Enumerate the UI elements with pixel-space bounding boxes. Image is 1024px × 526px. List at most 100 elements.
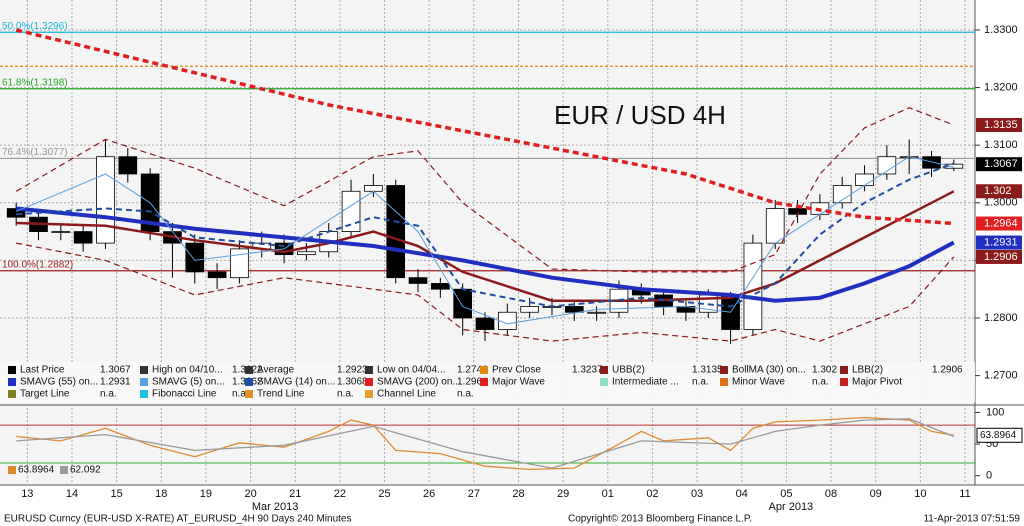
legend-label: SMAVG (55) on...: [20, 377, 98, 388]
price-tag-label: 1.3135: [984, 119, 1018, 131]
level-label: 100.0%(1.2882): [2, 259, 73, 270]
legend-swatch: [245, 378, 253, 386]
legend-value: n.a.: [100, 389, 117, 400]
legend-swatch: [600, 378, 608, 386]
candle-body: [341, 190, 361, 232]
month-label: Mar 2013: [252, 501, 298, 513]
candle-body: [6, 208, 26, 218]
legend-value: 1.2746: [457, 365, 488, 376]
legend-swatch: [60, 466, 68, 474]
y-tick-label: 1.2800: [984, 312, 1018, 324]
x-tick-label: 25: [378, 488, 390, 500]
legend-label: Minor Wave: [732, 377, 785, 388]
candle-body: [564, 306, 584, 313]
candle-body: [743, 242, 763, 330]
y-tick-label: 1.3100: [984, 139, 1018, 151]
x-tick-label: 03: [691, 488, 703, 500]
footer-source: EURUSD Curncy (EUR-USD X-RATE) AT_EURUSD…: [4, 514, 352, 525]
legend-swatch: [720, 366, 728, 374]
candle-body: [520, 306, 539, 313]
legend-label: Fibonacci Line: [152, 389, 217, 400]
legend-swatch: [840, 366, 848, 374]
x-tick-label: 05: [780, 488, 792, 500]
price-tag: [976, 249, 1022, 264]
legend-label: Intermediate ...: [612, 377, 679, 388]
legend-value: 1.3068: [337, 377, 368, 388]
legend-value: 1.2923: [337, 365, 368, 376]
y-tick-label: 1.3300: [984, 24, 1018, 36]
price-tag-label: 1.3067: [984, 158, 1018, 170]
x-tick-label: 26: [423, 488, 435, 500]
legend-value: 1.3237: [572, 365, 603, 376]
legend-swatch: [140, 366, 148, 374]
series-line: [16, 156, 954, 325]
x-tick-label: 14: [66, 488, 78, 500]
legend-swatch: [480, 366, 488, 374]
candle-body: [765, 208, 785, 244]
rsi-value-label: 62.092: [70, 465, 101, 476]
legend-swatch: [245, 390, 253, 398]
candle-body: [386, 185, 406, 279]
legend-swatch: [840, 378, 848, 386]
x-tick-label: 28: [512, 488, 524, 500]
x-tick-label: 22: [334, 488, 346, 500]
legend-label: SMAVG (5) on...: [152, 377, 225, 388]
series-line: [16, 190, 955, 302]
y-tick-label: 100: [986, 406, 1004, 418]
x-tick-label: 11: [959, 488, 970, 500]
candle-body: [51, 231, 71, 233]
rsi-value-label: 63.8964: [18, 465, 55, 476]
y-tick-label: 1.2700: [984, 370, 1018, 382]
legend-value: 1.2964: [457, 377, 488, 388]
candle-body: [855, 173, 874, 186]
legend-value: 1.3135: [692, 365, 723, 376]
month-label: Apr 2013: [769, 501, 814, 513]
price-tag: [976, 184, 1022, 199]
rsi-panel: [0, 405, 975, 485]
x-tick-label: 08: [825, 488, 837, 500]
x-tick-label: 29: [557, 488, 569, 500]
x-tick-label: 04: [736, 488, 748, 500]
price-tag-label: 1.302: [984, 185, 1012, 197]
legend-label: Prev Close: [492, 365, 541, 376]
candle-body: [297, 251, 316, 256]
legend-swatch: [140, 390, 148, 398]
footer-timestamp: 11-Apr-2013 07:51:59: [923, 514, 1020, 525]
legend-label: Major Wave: [492, 377, 545, 388]
legend-value: n.a.: [337, 389, 354, 400]
price-tag: [976, 235, 1022, 250]
legend-value: n.a.: [457, 389, 474, 400]
candle-body: [185, 242, 205, 273]
x-tick-label: 20: [244, 488, 256, 500]
legend-swatch: [245, 366, 253, 374]
legend-swatch: [8, 390, 16, 398]
candle-body: [475, 317, 495, 330]
legend-label: Target Line: [20, 389, 70, 400]
candle-body: [408, 277, 428, 284]
legend-swatch: [365, 378, 373, 386]
series-line: [16, 416, 954, 471]
legend-value: n.a.: [232, 389, 249, 400]
x-tick-label: 18: [155, 488, 167, 500]
legend-swatch: [480, 378, 488, 386]
price-tag: [976, 216, 1022, 231]
legend-label: SMAVG (200) on...: [377, 377, 461, 388]
legend-swatch: [720, 378, 728, 386]
candle-body: [922, 156, 941, 169]
x-tick-label: 15: [111, 488, 123, 500]
candle-body: [587, 311, 606, 314]
legend-label: SMAVG (14) on...: [257, 377, 335, 388]
legend-label: LBB(2): [852, 365, 883, 376]
legend-swatch: [140, 378, 148, 386]
level-label: 50.0%(1.3296): [2, 21, 68, 32]
level-label: 61.8%(1.3198): [2, 77, 68, 88]
legend-label: Last Price: [20, 365, 65, 376]
legend-value: 1.302: [812, 365, 837, 376]
price-tag: [976, 157, 1022, 172]
legend-value: 1.2906: [932, 365, 963, 376]
x-tick-label: 10: [914, 488, 926, 500]
x-tick-label: 21: [289, 488, 301, 500]
legend-label: BollMA (30) on...: [732, 365, 806, 376]
value-tag-label: 63.8964: [980, 430, 1017, 441]
x-tick-label: 27: [468, 488, 480, 500]
